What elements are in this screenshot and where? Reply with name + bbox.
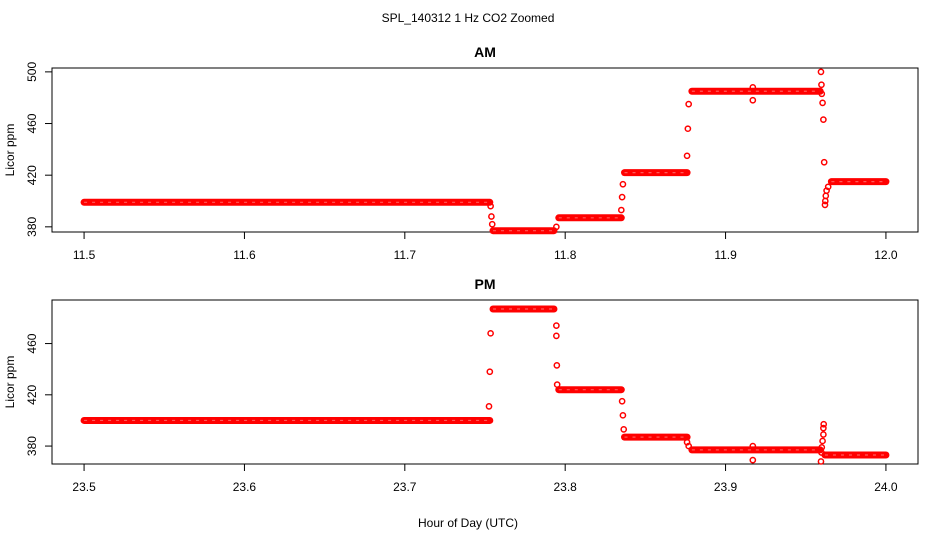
- data-point: [553, 361, 561, 369]
- data-point: [817, 458, 825, 465]
- data-point: [749, 84, 757, 91]
- data-point: [818, 443, 826, 451]
- data-point: [822, 192, 830, 200]
- data-point: [488, 220, 496, 228]
- plot-area-pm: [51, 299, 919, 465]
- data-point: [553, 381, 561, 388]
- x-tick-label: 24.0: [874, 480, 898, 494]
- data-point: [617, 206, 625, 214]
- data-point: [684, 125, 692, 133]
- data-points-am: [80, 68, 890, 235]
- x-tick-label: 11.7: [394, 248, 417, 262]
- x-tick-label: 23.7: [393, 480, 417, 494]
- data-point: [683, 152, 691, 160]
- data-point: [821, 201, 829, 209]
- data-point: [820, 431, 827, 438]
- data-point: [685, 100, 693, 108]
- x-tick-label: 11.9: [714, 248, 737, 262]
- data-point: [487, 202, 494, 210]
- x-tick-label: 23.8: [554, 480, 578, 494]
- figure-title: SPL_140312 1 Hz CO2 Zoomed: [382, 11, 555, 25]
- data-point: [824, 183, 832, 191]
- data-point: [618, 193, 626, 201]
- data-point: [553, 223, 560, 231]
- data-point: [485, 402, 493, 410]
- y-axis-label: Licor ppm: [3, 124, 17, 177]
- x-tick-label: 11.5: [73, 248, 96, 262]
- data-point: [486, 368, 494, 376]
- data-point: [818, 81, 825, 89]
- data-point: [618, 397, 626, 405]
- y-tick-label: 460: [25, 333, 39, 353]
- x-tick-label: 23.9: [714, 480, 738, 494]
- data-point: [488, 213, 495, 220]
- y-tick-label: 380: [25, 436, 39, 456]
- data-point: [820, 420, 828, 428]
- data-point: [619, 411, 627, 419]
- y-tick-label: 500: [25, 62, 39, 82]
- y-tick-label: 460: [25, 113, 39, 133]
- panel-am: AM Licor ppm 11.5 11.6 11.7 11.8 11.9 12.0 380…: [3, 44, 919, 262]
- x-tick-label: 11.8: [554, 248, 577, 262]
- y-axis-label: Licor ppm: [3, 356, 17, 409]
- x-axis-label: Hour of Day (UTC): [418, 516, 518, 530]
- data-point: [819, 99, 826, 107]
- data-point: [619, 180, 627, 188]
- data-point: [749, 456, 757, 464]
- data-point: [487, 329, 494, 337]
- data-points-pm: [80, 305, 890, 465]
- ticks-am: 11.5 11.6 11.7 11.8 11.9 12.0 380 420 460 500: [25, 62, 898, 262]
- x-tick-label: 11.6: [233, 248, 256, 262]
- y-tick-label: 420: [25, 384, 39, 404]
- data-point: [553, 332, 560, 340]
- data-point: [685, 442, 693, 450]
- data-point: [817, 68, 825, 76]
- x-tick-label: 23.5: [72, 480, 96, 494]
- ticks-pm: 23.5 23.6 23.7 23.8 23.9 24.0 380 420 460: [25, 333, 898, 494]
- data-point: [749, 442, 757, 450]
- y-tick-label: 380: [25, 217, 39, 237]
- panel-title: AM: [474, 44, 496, 60]
- x-tick-label: 23.6: [233, 480, 257, 494]
- data-point: [820, 158, 828, 166]
- data-point: [749, 96, 757, 104]
- data-point: [819, 437, 826, 445]
- y-tick-label: 420: [25, 165, 39, 185]
- data-point: [820, 424, 827, 432]
- panel-pm: PM Licor ppm 23.5 23.6 23.7 23.8 23.9 24.0 380…: [3, 276, 919, 494]
- data-point: [620, 426, 628, 433]
- data-point: [820, 116, 827, 124]
- x-tick-label: 12.0: [874, 248, 898, 262]
- plot-area-am: [51, 67, 919, 233]
- panel-title: PM: [475, 276, 496, 292]
- data-point: [553, 322, 560, 329]
- data-point: [818, 90, 826, 98]
